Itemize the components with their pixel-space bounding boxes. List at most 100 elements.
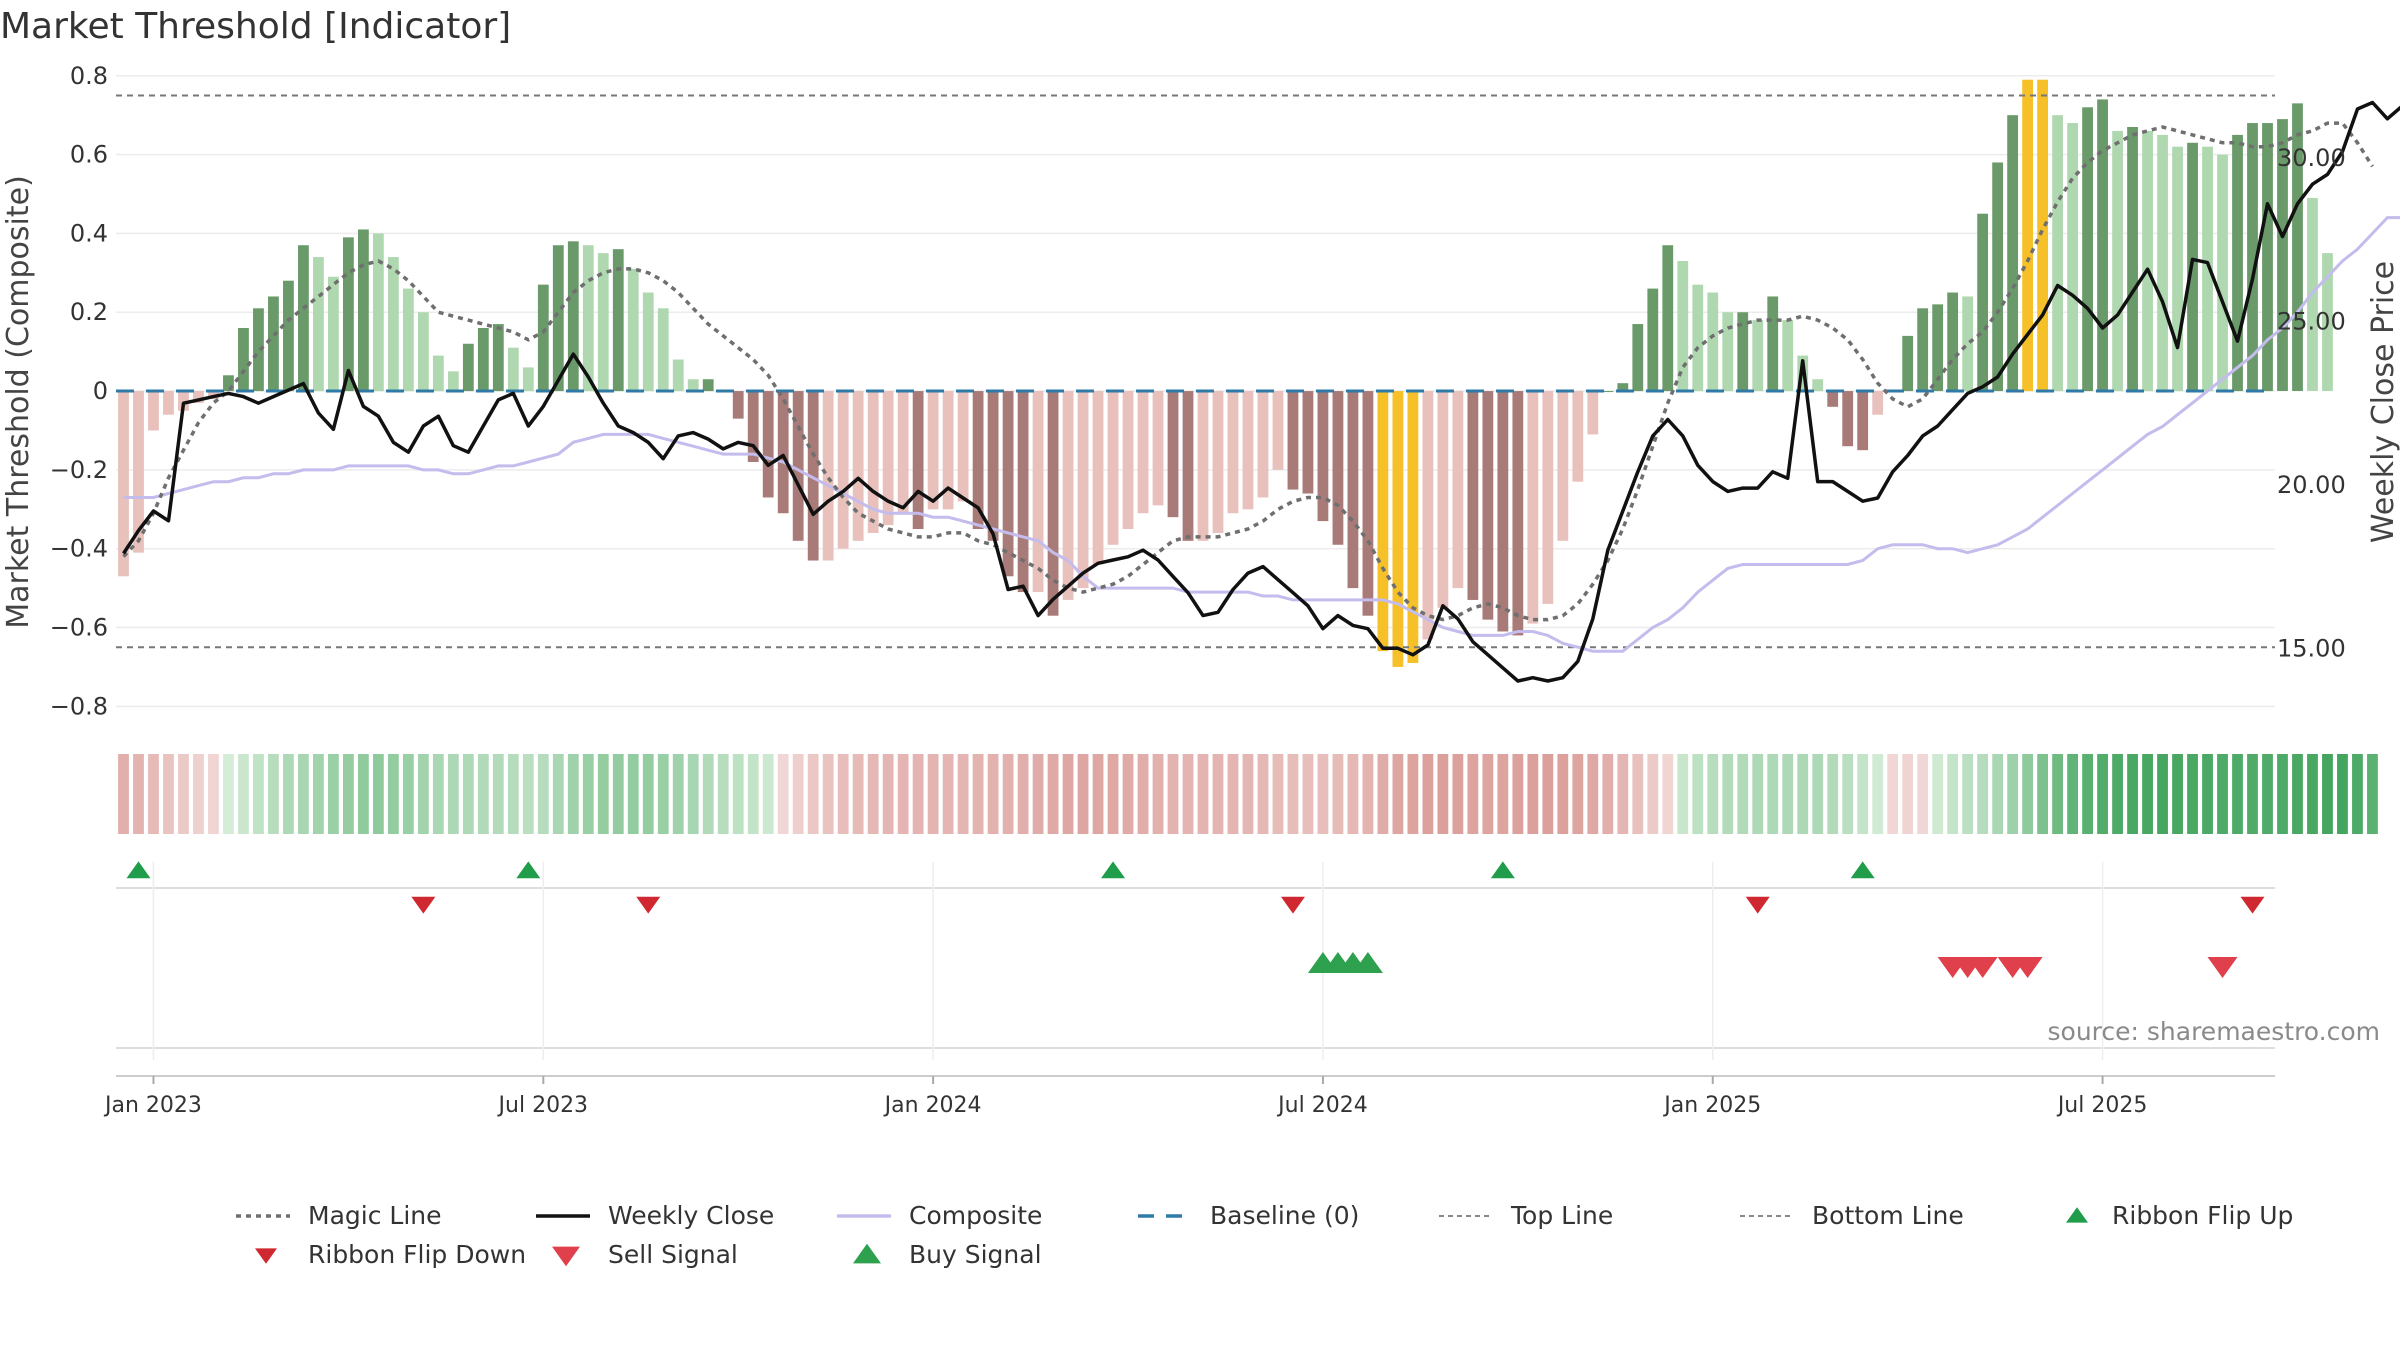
- composite-bar: [2127, 127, 2138, 392]
- ribbon-cell: [1752, 754, 1764, 834]
- ribbon-cell: [1827, 754, 1839, 834]
- ribbon-cell: [1977, 754, 1989, 834]
- composite-bar: [1257, 391, 1269, 498]
- composite-bar: [1587, 391, 1599, 435]
- ribbon-cell: [1002, 754, 1014, 834]
- composite-bar: [2322, 253, 2333, 392]
- composite-bar: [2037, 79, 2049, 392]
- ribbon-cell: [1092, 754, 1104, 834]
- composite-bar: [762, 391, 774, 498]
- ribbon-cell: [792, 754, 804, 834]
- y-axis-left: 0.8 0.6 0.4 0.2 0 −0.2 −0.4 −0.6 −0.8: [50, 62, 108, 721]
- composite-bar: [2172, 146, 2183, 392]
- composite-bar: [462, 343, 474, 392]
- ribbon-cell: [987, 754, 999, 834]
- ribbon-cell: [118, 754, 129, 834]
- ribbon-cell: [972, 754, 984, 834]
- sell-signal-marker: [1967, 957, 1998, 978]
- composite-bar: [1857, 391, 1869, 451]
- ribbon-cell: [2157, 754, 2168, 834]
- legend-label-flipup: Ribbon Flip Up: [2112, 1201, 2293, 1230]
- ribbon-cell: [1902, 754, 1914, 834]
- composite-bar: [1842, 391, 1854, 447]
- ribbon-cell: [1107, 754, 1119, 834]
- composite-bar: [642, 292, 654, 392]
- ribbon-cell: [672, 754, 684, 834]
- ribbon-flip-up-marker: [126, 861, 151, 879]
- ribbon-flip-up-marker: [516, 861, 541, 879]
- composite-bar: [912, 391, 924, 529]
- composite-bar: [1512, 391, 1524, 636]
- composite-bar: [342, 237, 354, 392]
- composite-bar: [612, 249, 624, 392]
- y-axis-right: 30.00 25.00 20.00 15.00: [2277, 144, 2346, 662]
- composite-bar: [1767, 296, 1779, 392]
- composite-bar: [522, 367, 534, 392]
- composite-bar: [957, 391, 969, 502]
- ribbon-cell: [822, 754, 834, 834]
- composite-bar: [507, 347, 519, 392]
- composite-bar: [882, 391, 894, 526]
- composite-bar: [942, 391, 954, 510]
- ribbon-cell: [2007, 754, 2019, 834]
- composite-bar: [1422, 391, 1434, 640]
- composite-bar: [552, 245, 564, 392]
- composite-bar: [1242, 391, 1254, 510]
- composite-bar: [2007, 115, 2019, 392]
- ribbon-cell: [2202, 754, 2213, 834]
- ribbon-cell: [1662, 754, 1674, 834]
- composite-bar: [387, 257, 399, 392]
- x-tick-label: Jan 2023: [103, 1093, 202, 1118]
- ribbon-cell: [837, 754, 849, 834]
- ribbon-cell: [957, 754, 969, 834]
- ribbon-cell: [747, 754, 759, 834]
- composite-bar: [897, 391, 909, 514]
- ribbon-cell: [807, 754, 819, 834]
- composite-bar: [417, 312, 429, 392]
- y2-tick-label: 30.00: [2277, 144, 2346, 172]
- line-series: [116, 94, 2400, 683]
- ribbon-cell: [133, 754, 144, 834]
- composite-bar: [1392, 391, 1404, 667]
- ribbon-cell: [1182, 754, 1194, 834]
- composite-bar: [1707, 292, 1719, 392]
- legend-label-baseline: Baseline (0): [1210, 1201, 1359, 1230]
- composite-bar: [268, 296, 279, 392]
- y-tick-label: 0.8: [70, 62, 108, 90]
- legend-label-buy: Buy Signal: [909, 1240, 1042, 1269]
- ribbon-cell: [1077, 754, 1089, 834]
- ribbon-cell: [567, 754, 579, 834]
- composite-bar: [372, 233, 384, 392]
- composite-bar: [972, 391, 984, 529]
- ribbon-cell: [313, 754, 324, 834]
- composite-bar: [133, 391, 144, 553]
- ribbon-cell: [1332, 754, 1344, 834]
- ribbon-flip-up-marker: [1101, 861, 1126, 879]
- composite-bar: [1047, 391, 1059, 616]
- composite-bar: [1137, 391, 1149, 514]
- ribbon-cell: [253, 754, 264, 834]
- ribbon-cell: [2307, 754, 2318, 834]
- ribbon-cell: [702, 754, 714, 834]
- legend-label-top: Top Line: [1510, 1201, 1613, 1230]
- composite-bar: [2232, 134, 2243, 392]
- composite-bar: [1632, 324, 1644, 392]
- ribbon-cell: [2247, 754, 2258, 834]
- composite-bar: [1347, 391, 1359, 589]
- composite-bars: [118, 79, 2333, 667]
- ribbon-cell: [1707, 754, 1719, 834]
- ribbon-cell: [732, 754, 744, 834]
- composite-bar: [1782, 320, 1794, 392]
- composite-bar: [1572, 391, 1584, 482]
- ribbon-cell: [1392, 754, 1404, 834]
- composite-bar: [1437, 391, 1449, 608]
- y-axis-title: Market Threshold (Composite): [1, 175, 36, 629]
- legend-label-bottom: Bottom Line: [1812, 1201, 1964, 1230]
- ribbon-cell: [1632, 754, 1644, 834]
- ribbon-flip-up-marker: [1490, 861, 1515, 879]
- composite-bar: [687, 379, 699, 392]
- y-tick-label: 0.6: [70, 141, 108, 169]
- composite-bar: [2277, 119, 2288, 392]
- composite-bar: [777, 391, 789, 514]
- ribbon-cell: [1887, 754, 1899, 834]
